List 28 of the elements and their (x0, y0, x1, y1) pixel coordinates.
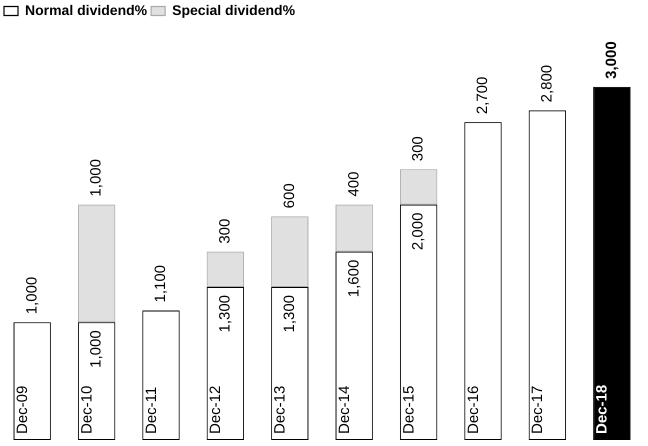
bar (593, 86, 630, 440)
x-tick-label: Dec-12 (207, 386, 224, 434)
data-label: 1,600 (345, 260, 362, 298)
x-tick-label: Dec-17 (529, 386, 546, 434)
data-label: 600 (280, 183, 298, 208)
data-label: 2,000 (410, 212, 427, 250)
data-label: 1,000 (23, 276, 40, 314)
x-tick-label: Dec-14 (336, 386, 354, 434)
x-tick-label: Dec-18 (594, 384, 611, 434)
data-label: 3,000 (602, 41, 620, 79)
legend-label: Normal dividend% (25, 2, 148, 18)
data-label: 1,000 (88, 159, 105, 197)
data-label: 300 (410, 136, 427, 162)
data-label: 2,800 (538, 64, 556, 102)
x-tick-label: Dec-16 (464, 386, 482, 434)
x-tick-label: Dec-09 (14, 386, 32, 434)
data-label: 1,100 (152, 264, 170, 303)
x-tick-label: Dec-13 (272, 386, 289, 434)
data-label: 1,300 (280, 294, 298, 333)
data-label: 300 (216, 218, 234, 244)
x-tick-label: Dec-10 (78, 386, 96, 434)
data-label: 1,300 (216, 294, 234, 333)
data-label: 400 (345, 172, 362, 197)
x-tick-label: Dec-15 (400, 386, 418, 434)
data-label: 1,000 (88, 330, 105, 368)
legend-label: Special dividend% (172, 2, 296, 18)
data-label: 2,700 (474, 76, 492, 114)
x-tick-label: Dec-11 (142, 386, 160, 434)
